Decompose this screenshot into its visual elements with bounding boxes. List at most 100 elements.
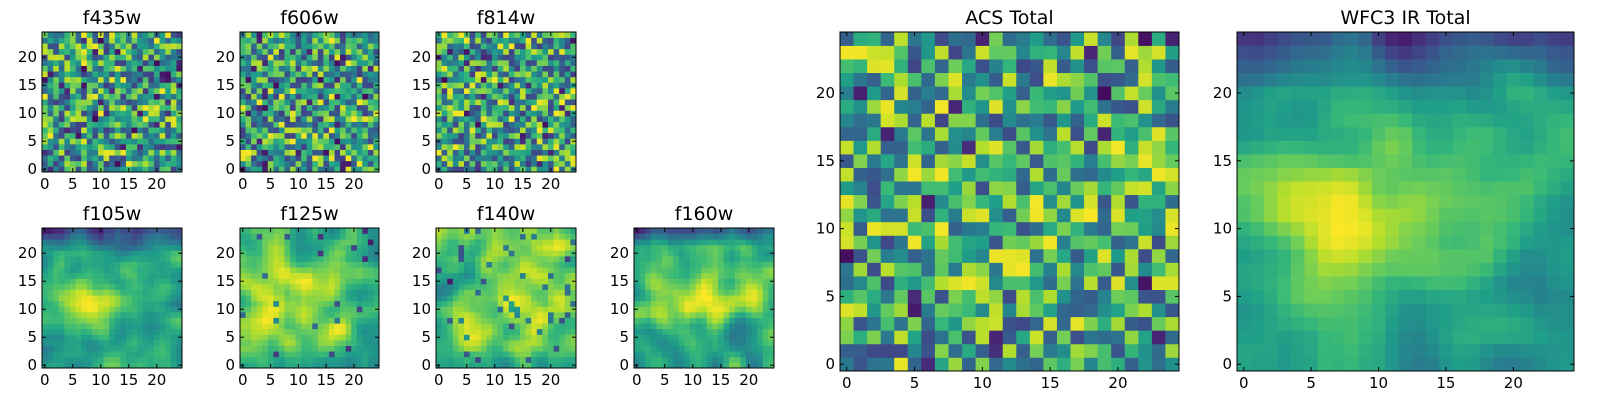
heatmap-cell bbox=[373, 116, 380, 122]
heatmap-cell bbox=[718, 334, 724, 341]
heatmap-cell bbox=[114, 37, 121, 44]
heatmap-cell bbox=[656, 300, 663, 307]
heatmap-cell bbox=[81, 323, 88, 330]
heatmap-cell bbox=[42, 300, 48, 307]
heatmap-cell bbox=[553, 233, 560, 240]
heatmap-cell bbox=[323, 306, 330, 313]
heatmap-cell bbox=[367, 82, 374, 89]
heatmap-cell bbox=[267, 272, 274, 279]
heatmap-cell bbox=[131, 284, 138, 290]
heatmap-cell bbox=[328, 48, 335, 55]
heatmap-cell bbox=[690, 356, 696, 363]
heatmap-cell bbox=[53, 250, 60, 257]
heatmap-cell bbox=[1043, 316, 1058, 331]
heatmap-cell bbox=[695, 244, 702, 251]
heatmap-cell bbox=[751, 362, 758, 369]
heatmap-cell bbox=[486, 110, 493, 117]
heatmap-cell bbox=[548, 93, 554, 100]
heatmap-cell bbox=[508, 317, 515, 324]
heatmap-cell bbox=[273, 99, 280, 106]
heatmap-cell bbox=[520, 71, 526, 78]
heatmap-cell bbox=[64, 110, 71, 117]
heatmap-cell bbox=[548, 312, 554, 318]
heatmap-cell bbox=[536, 267, 543, 274]
heatmap-cell bbox=[290, 65, 296, 72]
heatmap-cell bbox=[639, 289, 646, 296]
heatmap-cell bbox=[98, 284, 104, 290]
heatmap-cell bbox=[656, 362, 663, 369]
heatmap-cell bbox=[723, 256, 730, 262]
heatmap-cell bbox=[436, 149, 442, 156]
heatmap-cell bbox=[894, 357, 909, 372]
heatmap-cell bbox=[525, 88, 532, 94]
heatmap-cell bbox=[109, 65, 116, 72]
heatmap-cell bbox=[154, 149, 160, 156]
heatmap-cell bbox=[251, 32, 258, 38]
heatmap-cell bbox=[373, 323, 380, 330]
heatmap-cell bbox=[290, 239, 296, 246]
heatmap-cell bbox=[340, 267, 346, 274]
heatmap-cell bbox=[1043, 303, 1058, 318]
heatmap-cell bbox=[690, 300, 696, 307]
heatmap-cell bbox=[251, 272, 258, 279]
heatmap-cell bbox=[75, 160, 82, 167]
heatmap-cell bbox=[503, 306, 510, 313]
heatmap-cell bbox=[154, 82, 160, 89]
heatmap-cell bbox=[75, 340, 82, 346]
heatmap-cell bbox=[452, 244, 459, 251]
heatmap-cell bbox=[290, 261, 296, 268]
heatmap-cell bbox=[684, 233, 691, 240]
heatmap-cell bbox=[295, 278, 302, 285]
heatmap-cell bbox=[120, 323, 127, 330]
heatmap-cell bbox=[64, 149, 71, 156]
heatmap-cell bbox=[245, 32, 252, 38]
heatmap-cell bbox=[559, 166, 566, 173]
heatmap-cell bbox=[447, 132, 454, 139]
heatmap-cell bbox=[251, 284, 258, 290]
heatmap-cell bbox=[278, 256, 285, 262]
heatmap-cell bbox=[525, 166, 532, 173]
heatmap-cell bbox=[120, 160, 127, 167]
heatmap-cell bbox=[503, 104, 510, 111]
y-tick-label: 5 bbox=[27, 328, 37, 346]
heatmap-cell bbox=[542, 312, 549, 318]
heatmap-cell bbox=[345, 228, 352, 234]
heatmap-cell bbox=[475, 155, 482, 162]
heatmap-cell bbox=[345, 356, 352, 363]
heatmap-cell bbox=[312, 166, 319, 173]
heatmap-cell bbox=[114, 65, 121, 72]
heatmap-cell bbox=[356, 312, 363, 318]
heatmap-cell bbox=[762, 261, 769, 268]
heatmap-cell bbox=[492, 250, 498, 257]
heatmap-cell bbox=[170, 312, 177, 318]
heatmap-cell bbox=[312, 132, 319, 139]
y-tick-label: 5 bbox=[27, 132, 37, 150]
heatmap-cell bbox=[880, 181, 895, 196]
heatmap-cell bbox=[441, 306, 448, 313]
heatmap-cell bbox=[273, 116, 280, 122]
heatmap-cell bbox=[723, 356, 730, 363]
heatmap-cell bbox=[323, 149, 330, 156]
heatmap-cell bbox=[684, 351, 691, 358]
heatmap-cell bbox=[508, 99, 515, 106]
heatmap-cell bbox=[768, 261, 775, 268]
heatmap-cell bbox=[103, 104, 110, 111]
heatmap-cell bbox=[508, 351, 515, 358]
heatmap-cell bbox=[345, 362, 352, 369]
heatmap-cell bbox=[98, 340, 104, 346]
heatmap-cell bbox=[1151, 235, 1166, 250]
heatmap-cell bbox=[284, 132, 291, 139]
heatmap-cell bbox=[323, 76, 330, 83]
heatmap-cell bbox=[170, 239, 177, 246]
heatmap-cell bbox=[126, 155, 132, 162]
heatmap-cell bbox=[47, 334, 54, 341]
heatmap-cell bbox=[740, 250, 747, 257]
heatmap-cell bbox=[452, 116, 459, 122]
heatmap-cell bbox=[256, 121, 263, 128]
heatmap-cell bbox=[301, 149, 308, 156]
heatmap-cell bbox=[514, 166, 521, 173]
heatmap-cell bbox=[492, 104, 498, 111]
heatmap-cell bbox=[126, 65, 132, 72]
heatmap-cell bbox=[251, 351, 258, 358]
heatmap-cell bbox=[70, 323, 76, 330]
